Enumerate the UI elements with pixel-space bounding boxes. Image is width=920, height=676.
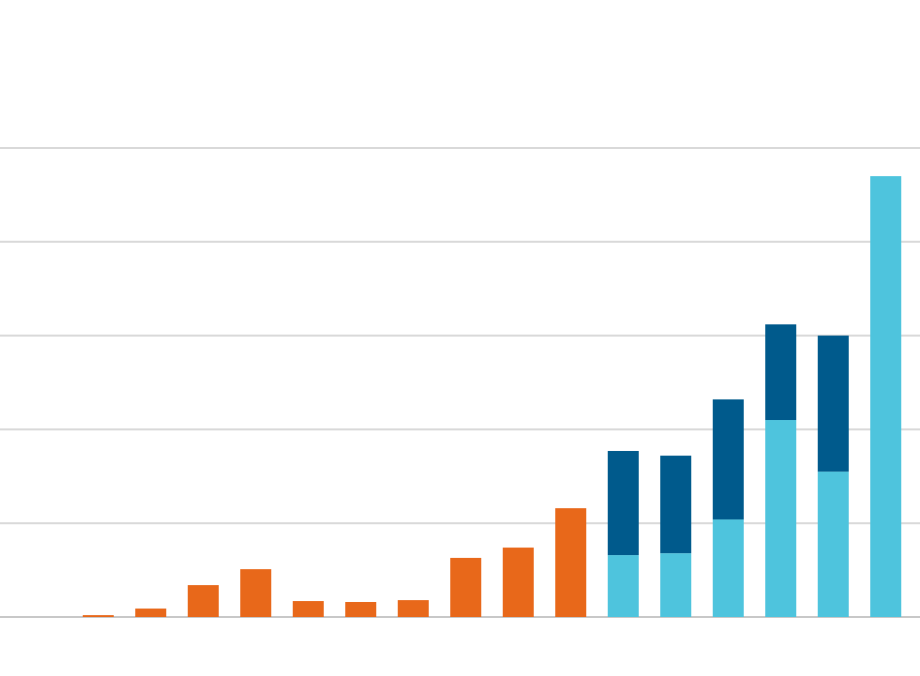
bar-segment: [240, 569, 272, 617]
bar-segment: [660, 553, 692, 617]
bar-segment: [292, 601, 324, 617]
bar-segment: [765, 420, 797, 617]
bar-segment: [660, 455, 692, 554]
bar-segment: [502, 547, 534, 617]
bar-segment: [450, 557, 482, 617]
bar-segment: [870, 176, 902, 617]
bar-segment: [555, 508, 587, 617]
bar-segment: [187, 585, 219, 617]
bar-segment: [397, 600, 429, 617]
bar-segment: [135, 608, 167, 617]
bar-segment: [345, 601, 377, 617]
bar-segment: [82, 615, 114, 617]
bar-segment: [607, 450, 639, 556]
bar-segment: [765, 324, 797, 421]
bar-segment: [607, 555, 639, 617]
bar-segment: [817, 471, 849, 617]
bar-segment: [712, 519, 744, 617]
bar-segment: [712, 399, 744, 520]
bar-segment: [817, 335, 849, 472]
